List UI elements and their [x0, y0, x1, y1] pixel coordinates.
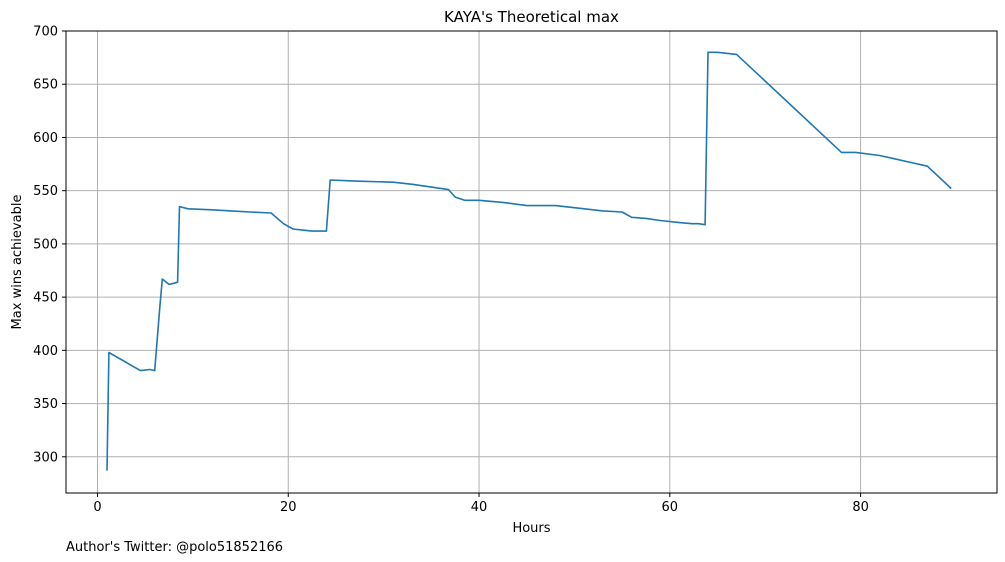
plot-frame: [65, 30, 998, 494]
plot-area: [106, 51, 952, 471]
y-tick-label: 650: [33, 78, 58, 93]
author-footnote: Author's Twitter: @polo51852166: [66, 540, 283, 555]
x-tick-label: 60: [662, 500, 679, 515]
grid: [66, 30, 997, 493]
y-tick-label: 400: [33, 344, 58, 359]
y-tick-label: 550: [33, 184, 58, 199]
y-tick-label: 600: [33, 131, 58, 146]
y-tick-label: 500: [33, 237, 58, 252]
y-tick-label: 300: [33, 450, 58, 465]
x-tick-label: 40: [471, 500, 488, 515]
axis-ticks: 0 20 40 60 80 300 350 400 450 500 550 600 650 700: [33, 25, 869, 516]
series-line: [106, 51, 952, 471]
y-tick-label: 350: [33, 397, 58, 412]
chart-title: KAYA's Theoretical max: [444, 8, 619, 26]
x-tick-label: 0: [93, 500, 101, 515]
y-tick-label: 450: [33, 291, 58, 306]
y-axis-label: Max wins achievable: [10, 195, 25, 330]
y-tick-label: 700: [33, 25, 58, 40]
x-tick-label: 80: [852, 500, 869, 515]
x-tick-label: 20: [280, 500, 297, 515]
x-axis-label: Hours: [512, 521, 550, 536]
